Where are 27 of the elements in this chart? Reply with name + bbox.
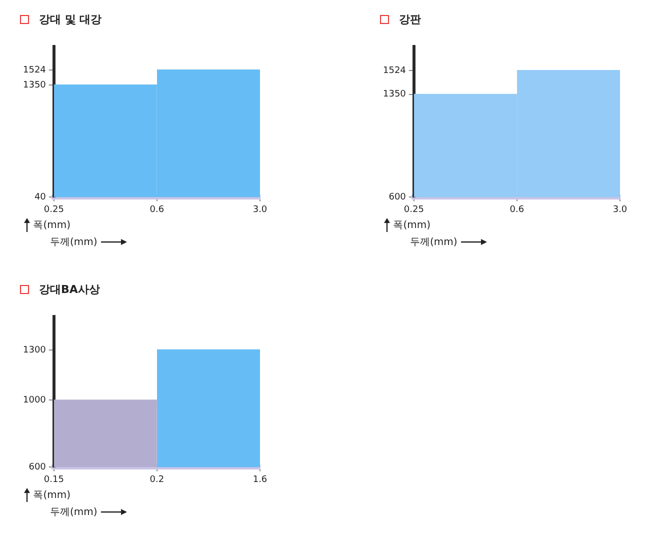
x-tick-label: 0.6 bbox=[510, 204, 524, 215]
x-tick-label: 1.6 bbox=[252, 474, 268, 485]
y-tick-label: 600 bbox=[388, 192, 406, 203]
x-tick-label: 3.0 bbox=[252, 204, 268, 215]
y-tick-label: 40 bbox=[34, 192, 46, 203]
y-tick-label: 1524 bbox=[23, 65, 46, 76]
chart-title: 강대 및 대강 bbox=[39, 12, 102, 26]
y-axis-title: 폭(mm) bbox=[33, 490, 70, 501]
x-tick-label: 0.6 bbox=[150, 204, 164, 215]
chart-title: 강판 bbox=[399, 12, 421, 26]
y-tick-label: 1300 bbox=[23, 345, 46, 356]
y-tick-label: 1350 bbox=[383, 90, 406, 100]
y-tick-label: 600 bbox=[28, 462, 46, 473]
y-tick-label: 1524 bbox=[383, 66, 406, 76]
y-axis-title: 폭(mm) bbox=[393, 220, 430, 231]
x-axis-title: 두께(mm) bbox=[410, 237, 458, 248]
chart-title: 강대BA사상 bbox=[39, 282, 100, 296]
x-tick-label: 0.2 bbox=[150, 474, 164, 485]
x-tick-label: 0.25 bbox=[404, 204, 424, 215]
x-tick-label: 0.15 bbox=[44, 474, 64, 485]
y-tick-label: 1000 bbox=[23, 396, 46, 406]
x-axis-title: 두께(mm) bbox=[50, 237, 98, 248]
y-axis-title: 폭(mm) bbox=[33, 220, 70, 231]
y-tick-label: 1350 bbox=[23, 80, 46, 90]
x-axis-title: 두께(mm) bbox=[50, 507, 98, 518]
x-tick-label: 3.0 bbox=[612, 204, 628, 215]
x-tick-label: 0.25 bbox=[44, 204, 64, 215]
